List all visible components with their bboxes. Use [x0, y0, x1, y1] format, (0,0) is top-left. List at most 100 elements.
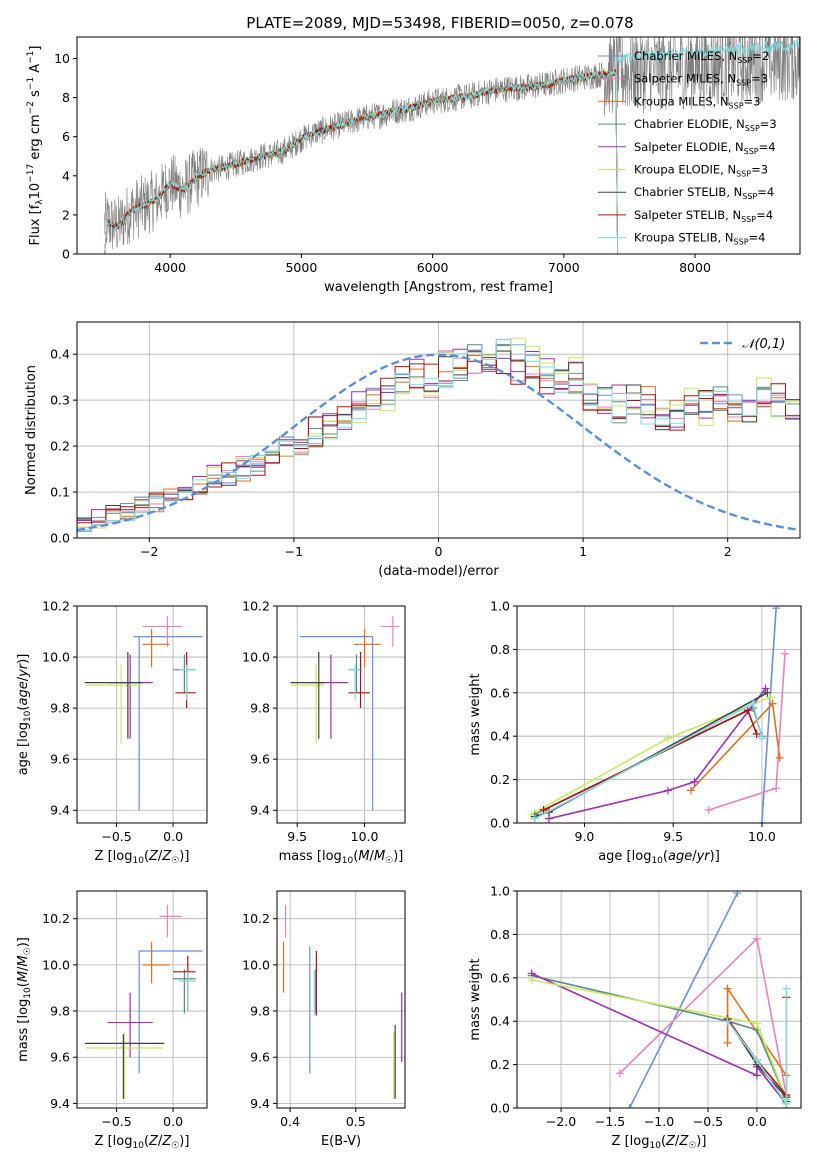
y-tick-label: 0.3 [50, 393, 70, 408]
x-tick-label: 7000 [548, 260, 580, 275]
y-tick-label: 10.0 [242, 957, 270, 972]
axes-frame [76, 36, 801, 255]
x-axis-label: age [log10(age/yr)] [598, 849, 720, 866]
panel-mass-vs-ebv: 0.4 0.5 9.4 9.6 9.8 10.0 10.2 E(B-V) [242, 890, 406, 1149]
mass-weight-marker [757, 819, 766, 823]
mass-weight-marker [752, 934, 761, 943]
mass-weight-marker [527, 975, 536, 984]
y-tick-label: 6 [62, 129, 70, 144]
y-tick-label: 0.4 [490, 729, 510, 744]
axes-frame [276, 890, 406, 1109]
y-tick-label: 9.6 [250, 1050, 270, 1065]
y-tick-label: 9.8 [50, 701, 70, 716]
y-tick-label: 0.4 [490, 1014, 510, 1029]
axes-frame [276, 605, 406, 824]
y-axis-label: age [log10(age/yr)] [16, 654, 33, 776]
plot-area [84, 904, 203, 1099]
mass-weight-marker [625, 1104, 634, 1108]
y-tick-label: 4 [62, 168, 70, 183]
mass-weight-marker [775, 753, 784, 762]
mass-weight-line [531, 972, 787, 1105]
x-tick-label: 8000 [679, 260, 711, 275]
x-tick-label: 5000 [285, 260, 317, 275]
mass-weight-marker [723, 1017, 732, 1026]
model-spectrum [104, 69, 619, 254]
y-tick-label: 0.2 [490, 772, 510, 787]
model-spectrum [104, 69, 619, 254]
spectrum-legend: Chabrier MILES, NSSP=2 Salpeter MILES, NS… [598, 49, 777, 247]
x-axis-label: Z [log10(Z/Z☉)] [95, 849, 190, 866]
mass-weight-marker [527, 810, 536, 819]
mass-weight-marker [663, 734, 672, 743]
model-spectrum [615, 40, 800, 65]
mass-weight-marker [539, 805, 548, 814]
histogram-series [77, 348, 800, 521]
mass-weight-marker [615, 1069, 624, 1078]
mass-weight-marker [530, 814, 539, 823]
x-tick-label: 0.0 [747, 1114, 767, 1129]
histogram-series [77, 350, 800, 526]
y-tick-label: 2 [62, 207, 70, 222]
mass-weight-marker [752, 730, 761, 739]
x-axis-label: Z [log10(Z/Z☉)] [95, 1134, 190, 1151]
y-tick-label: 9.4 [250, 1096, 270, 1111]
y-tick-label: 9.4 [50, 803, 70, 818]
mass-weight-marker [723, 984, 732, 993]
figure-title: PLATE=2089, MJD=53498, FIBERID=0050, z=0… [246, 14, 633, 32]
gaussian-curve [77, 353, 800, 532]
x-tick-label: −0.5 [101, 1114, 131, 1129]
y-tick-label: 10.2 [242, 599, 270, 614]
legend-label: Salpeter MILES, NSSP=3 [634, 72, 768, 88]
x-axis-label: mass [log10(M/M☉)] [279, 849, 404, 866]
plot-area [77, 337, 800, 532]
y-tick-label: 0.6 [490, 685, 510, 700]
x-tick-label: 0.5 [346, 1114, 366, 1129]
y-tick-label: 10.0 [242, 650, 270, 665]
y-tick-label: 0.2 [50, 439, 70, 454]
y-tick-label: 10 [54, 51, 70, 66]
y-tick-label: 8 [62, 90, 70, 105]
mass-weight-line [628, 892, 739, 1108]
legend-label: Salpeter STELIB, NSSP=4 [634, 208, 773, 224]
x-tick-label: 0 [435, 544, 443, 559]
axes-frame [516, 605, 802, 824]
y-tick-label: 9.4 [50, 1096, 70, 1111]
panel-massweight-vs-age: 9.0 9.5 10.0 0.0 0.2 0.4 0.6 0.8 1.0 age [log10(a… [468, 599, 802, 866]
model-spectrum [104, 69, 619, 254]
histogram-series [77, 339, 800, 531]
panel-spectrum: 4000 5000 6000 7000 8000 0 2 4 6 8 10 wavelength [A… [26, 36, 801, 295]
histogram-series [77, 337, 800, 529]
plot-area [282, 904, 403, 1099]
legend-label: Kroupa ELODIE, NSSP=3 [634, 163, 768, 179]
mass-weight-marker [690, 777, 699, 786]
y-tick-label: 0.8 [490, 927, 510, 942]
histogram-series [77, 344, 800, 523]
y-tick-label: 9.4 [250, 803, 270, 818]
x-tick-label: −2 [140, 544, 158, 559]
mass-weight-marker [752, 1056, 761, 1065]
plot-area [527, 891, 791, 1108]
mass-weight-marker [761, 684, 770, 693]
plot-area [84, 616, 203, 811]
y-tick-label: 0 [62, 247, 70, 262]
legend-label: Chabrier MILES, NSSP=2 [634, 49, 769, 65]
legend-label: Chabrier ELODIE, NSSP=3 [634, 117, 777, 133]
mass-weight-marker [686, 786, 695, 795]
mass-weight-marker [723, 1038, 732, 1047]
x-tick-label: −0.5 [101, 829, 131, 844]
x-tick-label: 0.4 [280, 1114, 300, 1129]
y-tick-label: 9.8 [250, 701, 270, 716]
y-tick-label: 9.6 [250, 752, 270, 767]
legend-label: Kroupa STELIB, NSSP=4 [634, 231, 765, 247]
y-tick-label: 0.6 [490, 970, 510, 985]
panel-mass-vs-Z: −0.5 0.0 9.4 9.6 9.8 10.0 10.2 Z [log10(Z/Z☉)] m… [16, 890, 208, 1151]
y-tick-label: 9.6 [50, 1050, 70, 1065]
y-tick-label: 10.0 [42, 650, 70, 665]
y-tick-label: 0.0 [490, 1101, 510, 1116]
plot-area [290, 616, 400, 811]
x-tick-label: −1 [285, 544, 303, 559]
y-axis-label: Normed distribution [24, 365, 39, 495]
axes-frame [76, 605, 208, 824]
model-spectrum [104, 69, 619, 254]
